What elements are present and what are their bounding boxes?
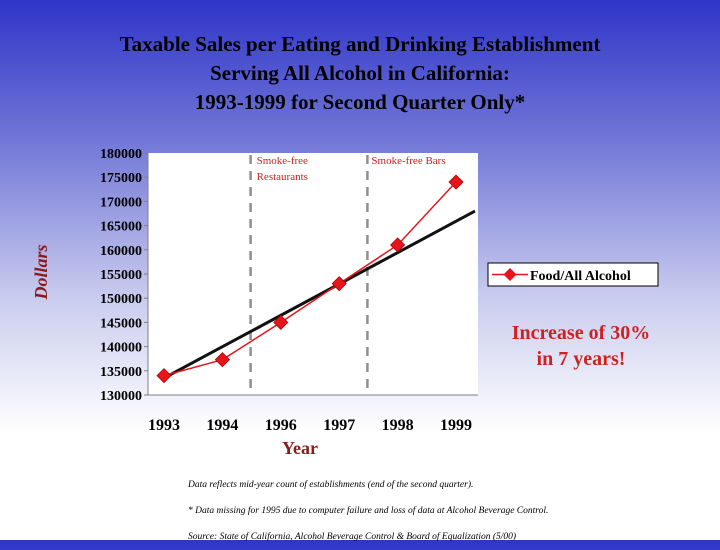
x-tick-label: 1997 xyxy=(323,417,355,434)
y-tick-label: 130000 xyxy=(100,389,142,404)
footnotes: Data reflects mid-year count of establis… xyxy=(188,472,548,550)
data-point xyxy=(214,352,230,368)
plot-area xyxy=(148,153,478,395)
title-line-2: Serving All Alcohol in California: xyxy=(210,61,510,85)
y-tick-label: 145000 xyxy=(100,316,142,331)
note-data-missing: * Data missing for 1995 due to computer … xyxy=(188,506,549,516)
annotation-line-1: Increase of 30% xyxy=(512,322,651,344)
chart-title: Taxable Sales per Eating and Drinking Es… xyxy=(60,30,660,117)
annotation: Increase of 30% in 7 years! xyxy=(512,322,651,370)
note-source: Source: State of California, Alcohol Bev… xyxy=(188,532,517,542)
y-tick-label: 180000 xyxy=(100,147,142,162)
data-point xyxy=(331,276,347,292)
legend: Food/All Alcohol xyxy=(487,262,659,287)
trendline xyxy=(163,209,476,380)
x-axis-title: Year xyxy=(282,438,318,458)
data-point xyxy=(273,314,289,330)
annotation-line-2: in 7 years! xyxy=(537,348,626,370)
y-tick-label: 175000 xyxy=(100,171,142,186)
title-line-3: 1993-1999 for Second Quarter Only* xyxy=(194,90,526,114)
legend-box xyxy=(487,262,659,287)
y-tick-label: 155000 xyxy=(100,268,142,283)
series-layer xyxy=(156,174,464,384)
y-tick-label: 140000 xyxy=(100,341,142,356)
marker-label-line-2: Restaurants xyxy=(257,171,308,183)
y-tick-label: 165000 xyxy=(100,220,142,235)
axes: 130000 135000 140000 145000 150000 155000 1600… xyxy=(31,147,478,458)
legend-label: Food/All Alcohol xyxy=(530,269,631,284)
x-tick-label: 1999 xyxy=(440,417,472,434)
policy-markers: Smoke-free Restaurants Smoke-free Bars xyxy=(249,155,446,390)
trendline-layer xyxy=(163,209,476,380)
x-tick-label: 1996 xyxy=(265,417,297,434)
x-tick-label: 1993 xyxy=(148,417,180,434)
x-tick-label: 1994 xyxy=(206,417,238,434)
data-point xyxy=(156,368,172,384)
data-point xyxy=(448,174,464,190)
series-line-food-all-alcohol xyxy=(163,181,457,377)
data-point xyxy=(390,237,406,253)
marker-label-line-1: Smoke-free xyxy=(257,155,308,167)
y-tick-label: 135000 xyxy=(100,365,142,380)
y-tick-label: 160000 xyxy=(100,244,142,259)
marker-label: Smoke-free Bars xyxy=(371,155,445,167)
note-data-reflects: Data reflects mid-year count of establis… xyxy=(188,480,474,490)
title-line-1: Taxable Sales per Eating and Drinking Es… xyxy=(119,32,601,56)
x-tick-label: 1998 xyxy=(382,417,414,434)
y-tick-label: 150000 xyxy=(100,292,142,307)
y-axis-title: Dollars xyxy=(31,244,51,300)
legend-diamond xyxy=(503,268,517,281)
y-tick-label: 170000 xyxy=(100,195,142,210)
